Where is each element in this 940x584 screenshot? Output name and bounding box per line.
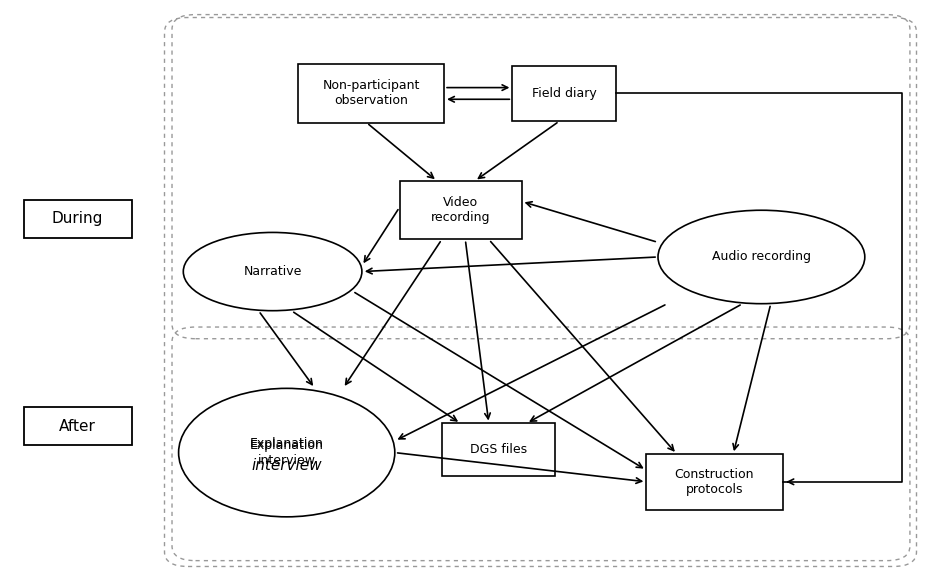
Ellipse shape xyxy=(179,388,395,517)
Text: DGS files: DGS files xyxy=(470,443,526,456)
Bar xyxy=(442,423,555,476)
Text: interview: interview xyxy=(251,458,322,473)
Text: Explanation: Explanation xyxy=(250,437,323,450)
Bar xyxy=(24,408,132,445)
Text: After: After xyxy=(59,419,96,434)
Bar xyxy=(24,200,132,238)
Text: During: During xyxy=(52,211,103,227)
Text: Video
recording: Video recording xyxy=(431,196,491,224)
FancyBboxPatch shape xyxy=(164,18,916,566)
Ellipse shape xyxy=(183,232,362,311)
Bar xyxy=(647,454,782,509)
Text: Field diary: Field diary xyxy=(532,87,596,100)
Text: Audio recording: Audio recording xyxy=(712,251,811,263)
Bar xyxy=(299,64,444,123)
Text: Explanation
interview: Explanation interview xyxy=(250,439,323,467)
Bar xyxy=(400,181,522,239)
Text: Narrative: Narrative xyxy=(243,265,302,278)
Text: Non-participant
observation: Non-participant observation xyxy=(322,79,420,107)
Bar xyxy=(512,66,616,121)
Text: Construction
protocols: Construction protocols xyxy=(675,468,754,496)
Ellipse shape xyxy=(658,210,865,304)
